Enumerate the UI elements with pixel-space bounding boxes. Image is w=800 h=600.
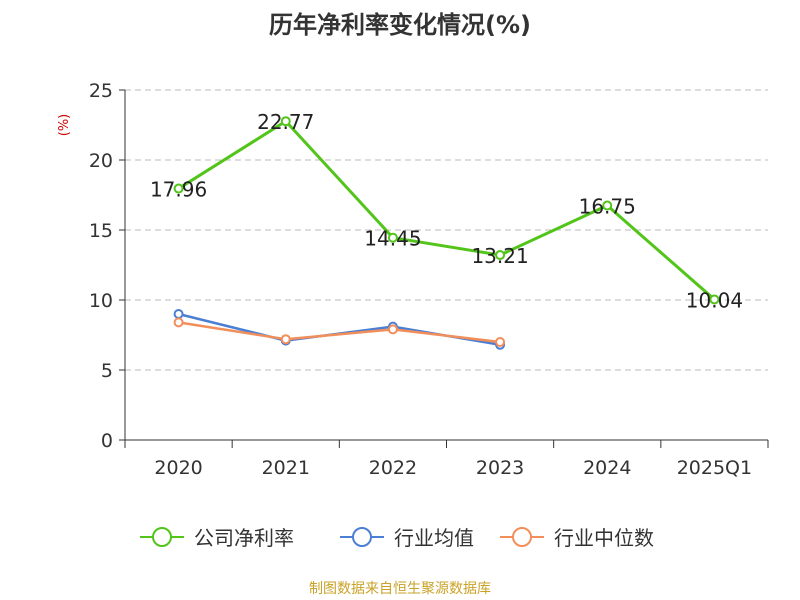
source-note: 制图数据来自恒生聚源数据库 (309, 581, 491, 597)
series-line (177, 119, 716, 301)
y-tick-label: 0 (101, 430, 113, 452)
series-lines (173, 116, 720, 350)
legend-label: 公司净利率 (194, 526, 294, 550)
data-label: 13.21 (471, 244, 528, 268)
data-label: 22.77 (257, 110, 314, 134)
grid-lines (125, 89, 768, 371)
legend-label: 行业中位数 (554, 526, 654, 550)
data-label: 14.45 (364, 227, 421, 251)
chart-title: 历年净利率变化情况(%) (269, 11, 531, 39)
y-tick-label: 20 (89, 150, 113, 172)
y-tick-label: 25 (89, 80, 113, 102)
data-point (387, 324, 398, 335)
data-point (602, 200, 613, 211)
legend-label: 行业均值 (394, 526, 474, 550)
x-tick-label: 2023 (476, 457, 524, 479)
x-tick-label: 2021 (262, 457, 310, 479)
y-tick-label: 15 (89, 220, 113, 242)
data-point (387, 232, 398, 243)
data-point (709, 294, 720, 305)
data-label: 17.96 (150, 178, 207, 202)
data-point (173, 183, 184, 194)
y-axis-label: (%) (57, 114, 72, 137)
legend-marker (512, 527, 532, 547)
x-tick-label: 2024 (583, 457, 631, 479)
data-point (280, 334, 291, 345)
y-tick-label: 5 (101, 360, 113, 382)
data-point (280, 116, 291, 127)
data-label: 10.04 (686, 288, 743, 312)
data-point (495, 250, 506, 261)
data-label: 16.75 (579, 195, 636, 219)
axes: 0 5 10 15 20 25 2020 2021 2022 2023 2024 2025Q1 (89, 80, 769, 479)
series-line (178, 321, 501, 344)
x-tick-label: 2020 (154, 457, 202, 479)
x-tick-label: 2022 (369, 457, 417, 479)
x-tick-label: 2025Q1 (677, 457, 752, 479)
legend: 公司净利率 行业均值 行业中位数 (140, 526, 654, 550)
data-point (495, 337, 506, 347)
y-tick-label: 10 (89, 290, 113, 312)
legend-marker (152, 527, 172, 547)
data-labels: 17.96 22.77 14.45 13.21 16.75 10.04 (150, 110, 743, 312)
legend-item: 公司净利率 (140, 526, 294, 550)
legend-marker (352, 527, 372, 547)
legend-item: 行业均值 (340, 526, 474, 550)
legend-item: 行业中位数 (500, 526, 654, 550)
data-point (173, 309, 184, 319)
data-point (173, 317, 184, 328)
